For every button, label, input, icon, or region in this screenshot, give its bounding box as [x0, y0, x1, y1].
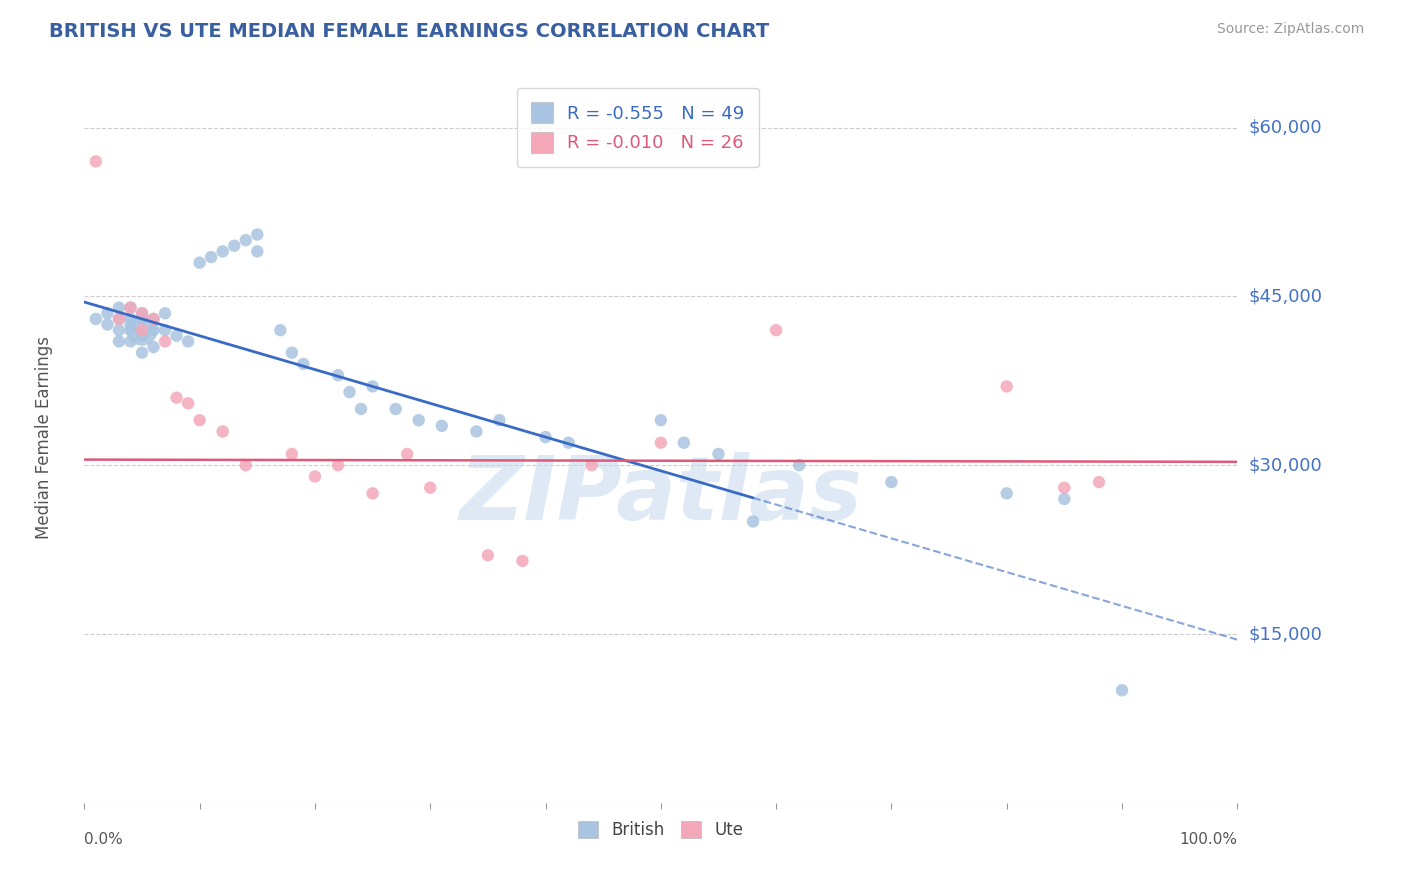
Point	[512, 554, 534, 568]
Text: $45,000: $45,000	[1249, 287, 1323, 305]
Point	[581, 458, 603, 473]
Point	[153, 323, 176, 337]
Point	[361, 486, 384, 500]
Text: $60,000: $60,000	[1249, 119, 1322, 136]
Point	[131, 306, 153, 320]
Point	[396, 447, 419, 461]
Point	[108, 312, 131, 326]
Text: $30,000: $30,000	[1249, 456, 1322, 475]
Point	[131, 312, 153, 326]
Point	[465, 425, 488, 439]
Point	[211, 244, 233, 259]
Point	[96, 318, 118, 332]
Point	[153, 306, 176, 320]
Point	[430, 418, 453, 433]
Point	[96, 306, 118, 320]
Point	[131, 323, 153, 337]
Point	[246, 227, 269, 242]
Point	[1053, 491, 1076, 506]
Point	[742, 515, 765, 529]
Point	[488, 413, 510, 427]
Point	[880, 475, 903, 489]
Point	[408, 413, 430, 427]
Point	[269, 323, 291, 337]
Point	[84, 312, 107, 326]
Text: 100.0%: 100.0%	[1180, 832, 1237, 847]
Point	[211, 425, 233, 439]
Point	[292, 357, 315, 371]
Point	[120, 301, 142, 315]
Point	[650, 435, 672, 450]
Point	[177, 396, 200, 410]
Point	[120, 323, 142, 337]
Point	[339, 385, 361, 400]
Point	[326, 368, 349, 383]
Point	[534, 430, 557, 444]
Point	[384, 401, 406, 416]
Text: BRITISH VS UTE MEDIAN FEMALE EARNINGS CORRELATION CHART: BRITISH VS UTE MEDIAN FEMALE EARNINGS CO…	[49, 22, 769, 41]
Text: Median Female Earnings: Median Female Earnings	[35, 335, 53, 539]
Point	[281, 447, 304, 461]
Point	[120, 318, 142, 332]
Point	[166, 328, 188, 343]
Text: $15,000: $15,000	[1249, 625, 1322, 643]
Text: 0.0%: 0.0%	[84, 832, 124, 847]
Point	[120, 312, 142, 326]
Point	[142, 323, 165, 337]
Point	[166, 391, 188, 405]
Point	[108, 323, 131, 337]
Point	[224, 239, 246, 253]
Point	[787, 458, 810, 473]
Point	[84, 154, 107, 169]
Point	[108, 312, 131, 326]
Point	[153, 334, 176, 349]
Point	[235, 458, 257, 473]
Point	[120, 334, 142, 349]
Point	[304, 469, 326, 483]
Point	[177, 334, 200, 349]
Point	[765, 323, 787, 337]
Point	[1053, 481, 1076, 495]
Point	[326, 458, 349, 473]
Text: Source: ZipAtlas.com: Source: ZipAtlas.com	[1216, 22, 1364, 37]
Point	[995, 486, 1018, 500]
Point	[142, 312, 165, 326]
Point	[281, 345, 304, 359]
Point	[350, 401, 373, 416]
Point	[477, 548, 499, 562]
Point	[131, 306, 153, 320]
Point	[995, 379, 1018, 393]
Point	[707, 447, 730, 461]
Point	[1111, 683, 1133, 698]
Point	[188, 413, 211, 427]
Point	[142, 340, 165, 354]
Point	[361, 379, 384, 393]
Point	[108, 301, 131, 315]
Point	[142, 312, 165, 326]
Point	[419, 481, 441, 495]
Point	[131, 328, 153, 343]
Point	[120, 301, 142, 315]
Point	[188, 255, 211, 269]
Point	[235, 233, 257, 247]
Point	[650, 413, 672, 427]
Point	[200, 250, 222, 264]
Point	[246, 244, 269, 259]
Point	[131, 323, 153, 337]
Point	[672, 435, 695, 450]
Legend: British, Ute: British, Ute	[571, 814, 751, 846]
Point	[108, 334, 131, 349]
Point	[131, 345, 153, 359]
Point	[1088, 475, 1111, 489]
Text: ZIPatlas: ZIPatlas	[460, 452, 862, 539]
Point	[557, 435, 579, 450]
